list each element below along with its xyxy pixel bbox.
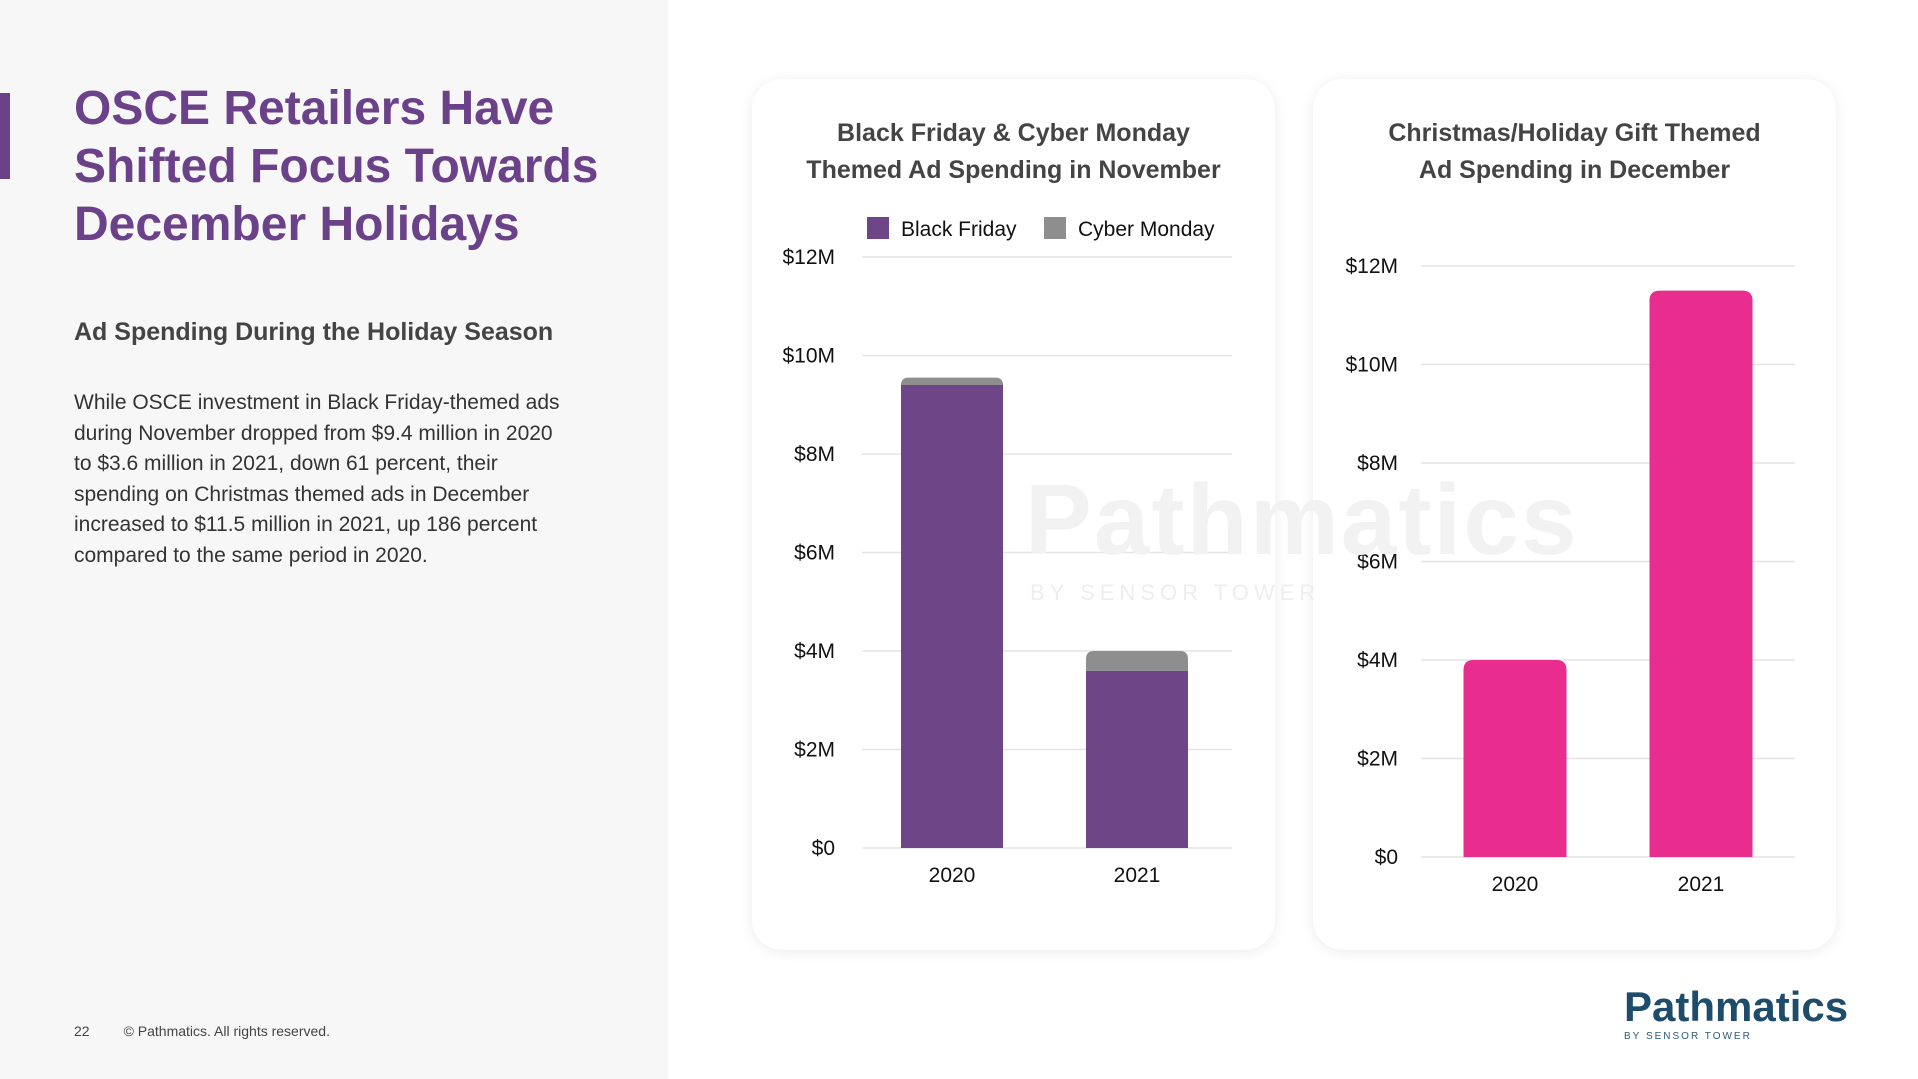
december-chart-bar-christmas-holiday-gift-2020 [1463,660,1567,857]
accent-bar [0,93,10,179]
november-chart-bar-black-friday-2020 [901,385,1003,848]
chart-title-december-line-1: Christmas/Holiday Gift Themed [1388,119,1761,147]
body-paragraph: While OSCE investment in Black Friday-th… [74,388,614,571]
november-chart-bar-black-friday-2021 [1086,670,1188,848]
chart-title-december: Christmas/Holiday Gift Themed Ad Spendin… [1313,115,1836,189]
pathmatics-logo: Pathmatics BY SENSOR TOWER [1624,983,1849,1043]
november-chart-legend-label-cyber-monday: Cyber Monday [1078,218,1215,241]
december-chart-ytick-label-3: $6M [1357,551,1398,574]
body-line-2: during November dropped from $9.4 millio… [74,421,553,445]
body-line-6: compared to the same period in 2020. [74,543,428,567]
november-chart-legend-label-black-friday: Black Friday [901,218,1017,241]
december-chart-xtick-label-2020: 2020 [1492,873,1539,896]
body-line-5: increased to $11.5 million in 2021, up 1… [74,513,538,536]
chart-svg-november: $0 $2M $4M $6M $8M $10M $12M 2020 2021 Black Frid… [782,217,1232,887]
november-chart-ytick-label-1: $2M [794,739,835,762]
december-chart-bar-christmas-holiday-gift-2021 [1649,290,1753,857]
chart-title-november: Black Friday & Cyber Monday Themed Ad Sp… [752,115,1275,189]
page-title-line-3: December Holidays [74,198,520,251]
page-title: OSCE Retailers Have Shifted Focus Toward… [74,80,634,254]
december-chart-ytick-label-4: $8M [1357,452,1398,475]
logo-wordmark: Pathmatics [1624,983,1849,1030]
december-chart-ytick-label-0: $0 [1375,846,1398,869]
december-chart-xtick-label-2021: 2021 [1678,873,1725,896]
december-chart-ytick-label-2: $4M [1357,649,1398,672]
left-panel [0,0,668,1079]
chart-title-november-line-2: Themed Ad Spending in November [806,156,1221,184]
november-chart-ytick-label-2: $4M [794,640,835,663]
chart-card-november: Black Friday & Cyber Monday Themed Ad Sp… [752,79,1275,950]
november-chart-ytick-label-4: $8M [794,443,835,466]
body-line-4: spending on Christmas themed ads in Dece… [74,482,530,506]
chart-card-december: Christmas/Holiday Gift Themed Ad Spendin… [1313,79,1836,950]
december-chart-ytick-label-6: $12M [1345,255,1398,278]
chart-title-november-line-1: Black Friday & Cyber Monday [837,119,1190,147]
november-chart-ytick-label-0: $0 [812,837,835,860]
november-chart-xtick-label-2021: 2021 [1114,864,1161,887]
november-chart-bar-cyber-monday-2020 [901,377,1003,386]
november-chart-legend-swatch-cyber-monday [1044,217,1066,239]
december-chart-ytick-label-1: $2M [1357,748,1398,771]
november-chart-ytick-label-6: $12M [782,246,835,269]
body-line-1: While OSCE investment in Black Friday-th… [74,391,560,414]
page-number: 22 [74,1023,90,1039]
november-chart-ytick-label-3: $6M [794,542,835,565]
copyright: © Pathmatics. All rights reserved. [123,1023,330,1039]
logo-subtext: BY SENSOR TOWER [1624,1031,1752,1042]
chart-title-december-line-2: Ad Spending in December [1418,156,1731,184]
november-chart-ytick-label-5: $10M [782,345,835,368]
chart-svg-december: $0 $2M $4M $6M $8M $10M $12M 2020 2021 [1345,255,1795,896]
page-title-line-2: Shifted Focus Towards [74,140,599,193]
november-chart-legend-swatch-black-friday [867,217,889,239]
body-line-3: to $3.6 million in 2021, down 61 percent… [74,452,498,475]
section-subtitle: Ad Spending During the Holiday Season [74,318,554,346]
november-chart-xtick-label-2020: 2020 [929,864,976,887]
page-title-line-1: OSCE Retailers Have [74,82,555,135]
december-chart-ytick-label-5: $10M [1345,354,1398,377]
november-chart-bar-cyber-monday-2021 [1086,651,1188,671]
footer: 22 © Pathmatics. All rights reserved. [74,1023,330,1039]
